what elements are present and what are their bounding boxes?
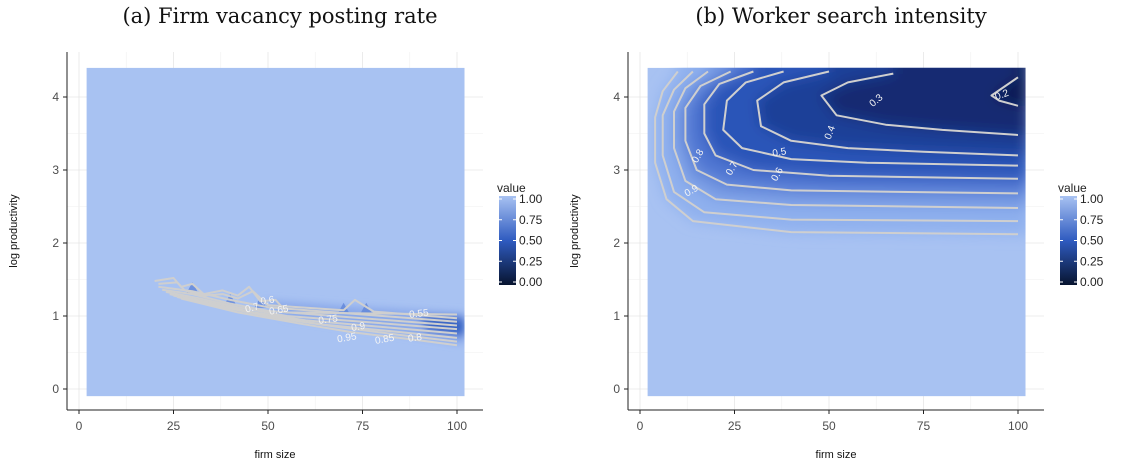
search-intensity-heatmap-chart: 0.20.30.40.50.60.70.80.90 25 50 75 10001234f… [569, 52, 1104, 461]
y-tick-label: 1 [52, 309, 59, 323]
y-tick-label: 3 [613, 163, 620, 177]
legend-label: 0.00 [1080, 275, 1104, 289]
panel-worker-search: (b) Worker search intensity 0.2 0.3 0.4 0.5… [561, 0, 1121, 468]
contour-line-0-75 [165, 290, 458, 331]
contour-label: 0.55 [409, 308, 430, 321]
contour-label: 0.8 [407, 332, 423, 345]
contour-line-0-7 [684, 70, 1019, 195]
contour-line-0-65 [158, 285, 458, 323]
heatmap-background [86, 67, 465, 397]
legend-label: 0.75 [519, 213, 543, 227]
contour-line-0-95 [654, 70, 1019, 236]
x-tick-label: 0 [76, 419, 83, 433]
contour-line-0-8 [673, 70, 1019, 209]
y-tick-label: 2 [52, 236, 59, 250]
contour-line-0-9 [661, 70, 1019, 223]
x-tick-label: 50 [261, 419, 275, 433]
contour-label: 0.65 [268, 303, 290, 317]
x-tick-label: 75 [917, 419, 931, 433]
x-tick-label: 0 [637, 419, 644, 433]
y-tick-label: 4 [52, 90, 59, 104]
axes: 0 25 50 75 100 0 1 2 3 4 [613, 52, 1044, 433]
legend-label: 0.25 [1080, 254, 1104, 268]
x-tick-label: 100 [1008, 419, 1028, 433]
legend-label: 0.50 [1080, 234, 1104, 248]
x-axis-title: firm size [255, 449, 296, 461]
legend-colorbar [499, 196, 516, 285]
chart-title: (b) Worker search intensity [695, 4, 987, 28]
y-tick-label: 1 [613, 309, 620, 323]
y-tick-label: 0 [52, 382, 59, 396]
legend-label: 1.00 [1080, 192, 1104, 206]
chart-title: (a) Firm vacancy posting rate [122, 4, 438, 28]
contour-line-0-4 [756, 70, 1019, 157]
x-tick-label: 25 [728, 419, 742, 433]
heatmap-cell [360, 302, 373, 314]
y-axis-title: log productivity [8, 194, 20, 268]
panel-vacancy-posting: (a) Firm vacancy posting rate 0.6 0.7 0.65… [0, 0, 560, 468]
y-tick-label: 3 [52, 163, 59, 177]
x-tick-label: 75 [356, 419, 370, 433]
contour-labels: 0.60.7 0.65 0.75 0.90.95 0.85 0.8 0.55 [244, 294, 430, 346]
contour-line-0-3 [820, 72, 1019, 136]
legend-label: 0.25 [519, 254, 543, 268]
legend-colorbar [1060, 196, 1077, 285]
contour-label: 0.9 [350, 321, 366, 334]
legend-label: 0.00 [519, 275, 543, 289]
heatmap-field [86, 67, 465, 397]
legend-label: 1.00 [519, 192, 543, 206]
legend-title: value [497, 181, 526, 195]
contour-label: 0.6 [260, 294, 276, 307]
x-tick-label: 50 [822, 419, 836, 433]
contour-lines [654, 70, 1019, 236]
y-axis-title: log productivity [569, 194, 581, 268]
contour-line-0-2 [990, 76, 1019, 107]
contour-label: 0.75 [318, 313, 339, 327]
y-tick-label: 0 [613, 382, 620, 396]
contour-line-0-95 [180, 297, 458, 347]
contour-line-0-7 [162, 288, 458, 327]
x-tick-label: 100 [447, 419, 467, 433]
contour-line-0-6 [703, 70, 1019, 180]
axes: 0 25 50 75 100 0 1 2 3 4 [52, 52, 483, 433]
legend-label: 0.50 [519, 234, 543, 248]
contour-label: 0.95 [336, 331, 358, 345]
x-tick-label: 25 [167, 419, 181, 433]
contour-label: 0.7 [244, 301, 261, 315]
y-tick-label: 2 [613, 236, 620, 250]
legend-title: value [1058, 181, 1087, 195]
contour-line-0-9 [177, 296, 458, 343]
heatmap-field [647, 67, 1026, 397]
contour-label: 0.5 [772, 146, 788, 159]
contour-label: 0.85 [374, 333, 396, 347]
contour-lines [154, 277, 458, 347]
contour-label: 0.2 [994, 88, 1011, 103]
vacancy-heatmap-chart: 0.60.7 0.65 0.75 0.90.95 0.85 0.8 0.55 0 25 50 75 1… [8, 52, 543, 461]
x-axis-title: firm size [816, 449, 857, 461]
y-tick-label: 4 [613, 90, 620, 104]
legend-label: 0.75 [1080, 213, 1104, 227]
contour-line-0-5 [722, 70, 1019, 167]
contour-label: 0.4 [823, 124, 838, 141]
